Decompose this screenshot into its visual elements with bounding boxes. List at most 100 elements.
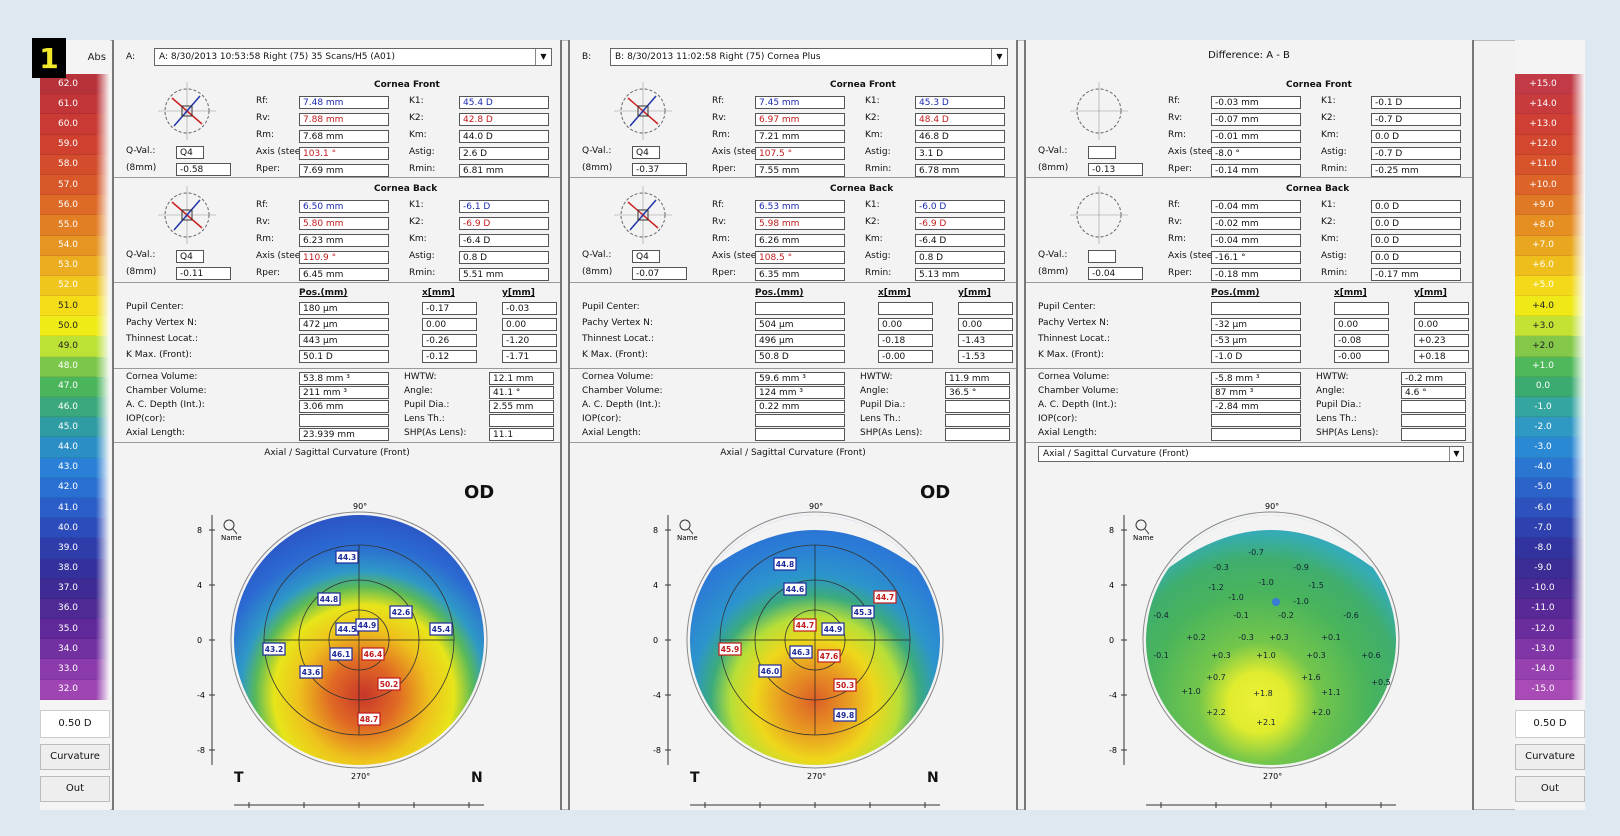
value-rv: 5.80 mm [299, 217, 389, 230]
biometry-label: Cornea Volume: [126, 372, 198, 382]
chevron-down-icon[interactable]: ▼ [991, 49, 1007, 65]
value-rper: 7.69 mm [299, 164, 389, 177]
difference-value: -0.7 [1248, 548, 1264, 557]
scale-tick [96, 437, 110, 458]
scale-tick [1571, 598, 1585, 620]
cornea-front-title: Cornea Front [1286, 80, 1352, 90]
scale-value: -11.0 [1515, 598, 1571, 620]
right-out-button[interactable]: Out [1515, 775, 1585, 802]
measurement-y [1414, 302, 1469, 315]
biometry-label: Angle: [404, 386, 433, 396]
divider [114, 177, 560, 178]
left-out-button[interactable]: Out [40, 775, 110, 802]
scale-value: 48.0 [40, 356, 96, 377]
value-rv: 6.97 mm [755, 113, 845, 126]
left-curvature-button[interactable]: Curvature [40, 743, 110, 770]
eccentricity-value: -0.07 [632, 267, 687, 280]
scale-row: 51.0 [40, 296, 110, 317]
curvature-marker: 43.2 [262, 642, 286, 656]
q-val-label: Q-Val.: [1038, 250, 1068, 260]
right-color-scale: +15.0 +14.0 +13.0 +12.0 +11.0 +10.0 +9.0 +8.0 +7… [1515, 40, 1585, 810]
biometry-label: SHP(As Lens): [1316, 428, 1379, 438]
biometry-value [1211, 428, 1301, 441]
table-header: Pos.(mm) [299, 288, 348, 298]
curvature-map[interactable]: 840-4-88404890°270°Name44.344.842.644.54… [114, 470, 564, 820]
difference-value: -0.3 [1238, 633, 1254, 642]
biometry-value [945, 414, 1010, 427]
svg-text:0: 0 [1109, 636, 1114, 645]
curvature-marker: 45.4 [429, 622, 453, 636]
scale-tick [96, 74, 110, 95]
svg-text:46.3: 46.3 [792, 648, 811, 657]
exam-select[interactable]: A: 8/30/2013 10:53:58 Right (75) 35 Scan… [154, 48, 552, 66]
value-rf: 7.48 mm [299, 96, 389, 109]
scale-row: 32.0 [40, 679, 110, 700]
measurement-label: Thinnest Locat.: [126, 334, 198, 344]
biometry-value [299, 414, 389, 427]
biometry-label: IOP(cor): [1038, 414, 1078, 424]
svg-text:46.1: 46.1 [332, 650, 351, 659]
biometry-value [945, 400, 1010, 413]
divider [1026, 177, 1472, 178]
field-label: Rm: [256, 130, 275, 140]
scale-value: -6.0 [1515, 497, 1571, 519]
chevron-down-icon[interactable]: ▼ [535, 49, 551, 65]
value-k2: -0.7 D [1371, 113, 1461, 126]
scale-value: -3.0 [1515, 437, 1571, 458]
scale-row: 54.0 [40, 235, 110, 256]
measurement-label: Pachy Vertex N: [582, 318, 653, 328]
biometry-label: HWTW: [404, 372, 437, 382]
map-type-select[interactable]: Axial / Sagittal Curvature (Front) ▼ [1038, 446, 1464, 462]
right-curvature-button[interactable]: Curvature [1515, 743, 1585, 770]
curvature-marker: 50.3 [833, 678, 857, 692]
scale-tick [96, 497, 110, 519]
right-scale-step[interactable]: 0.50 D [1515, 709, 1585, 738]
value-astig: -0.7 D [1371, 147, 1461, 160]
svg-text:-4: -4 [197, 691, 205, 700]
biometry-value: 23.939 mm [299, 428, 389, 441]
scale-row: 46.0 [40, 397, 110, 418]
scale-row: 47.0 [40, 376, 110, 397]
measurement-label: Thinnest Locat.: [582, 334, 654, 344]
field-label: K1: [409, 200, 424, 210]
biometry-label: Axial Length: [582, 428, 641, 438]
curvature-marker: 42.6 [389, 605, 413, 619]
biometry-value: 41.1 ° [489, 386, 554, 399]
scale-row: 39.0 [40, 538, 110, 559]
curvature-map[interactable]: 840-4-88404890°270°Name-0.7-0.3-0.9-1.0-… [1026, 470, 1476, 820]
table-header: x[mm] [878, 288, 911, 298]
value-k2: -6.9 D [459, 217, 549, 230]
scale-row: 50.0 [40, 316, 110, 337]
q-val-label: Q-Val.: [126, 146, 156, 156]
field-label: Rper: [1168, 164, 1193, 174]
field-label: Astig: [865, 251, 891, 261]
exam-select[interactable]: B: 8/30/2013 11:02:58 Right (75) Cornea … [610, 48, 1008, 66]
scale-value: 51.0 [40, 296, 96, 317]
field-label: Rm: [1168, 234, 1187, 244]
svg-text:49.8: 49.8 [836, 711, 855, 720]
curvature-marker: 45.3 [851, 605, 875, 619]
field-label: Rmin: [865, 268, 892, 278]
scale-row: 36.0 [40, 598, 110, 620]
scale-tick [1571, 497, 1585, 519]
measurement-x [878, 302, 933, 315]
field-label: Rv: [1168, 113, 1183, 123]
difference-value: +1.0 [1181, 687, 1200, 696]
scale-row: -3.0 [1515, 437, 1585, 458]
scale-tick [96, 114, 110, 135]
curvature-map[interactable]: 840-4-88404890°270°Name44.844.644.745.34… [570, 470, 1020, 820]
scale-row: 0.0 [1515, 376, 1585, 397]
svg-text:0: 0 [653, 636, 658, 645]
difference-panel: Difference: A - B Cornea Front Rf: -0.03 mm… [1024, 40, 1476, 820]
measurement-y: -0.03 [502, 302, 557, 315]
curvature-marker: 46.4 [361, 647, 385, 661]
value-rf: 7.45 mm [755, 96, 845, 109]
measurement-y: +0.23 [1414, 334, 1469, 347]
scale-value: 38.0 [40, 558, 96, 579]
divider [114, 442, 560, 443]
scale-value: +10.0 [1515, 174, 1571, 196]
scale-row: 38.0 [40, 558, 110, 579]
difference-value: +0.2 [1186, 633, 1205, 642]
chevron-down-icon[interactable]: ▼ [1449, 447, 1463, 461]
left-scale-step[interactable]: 0.50 D [40, 709, 110, 738]
